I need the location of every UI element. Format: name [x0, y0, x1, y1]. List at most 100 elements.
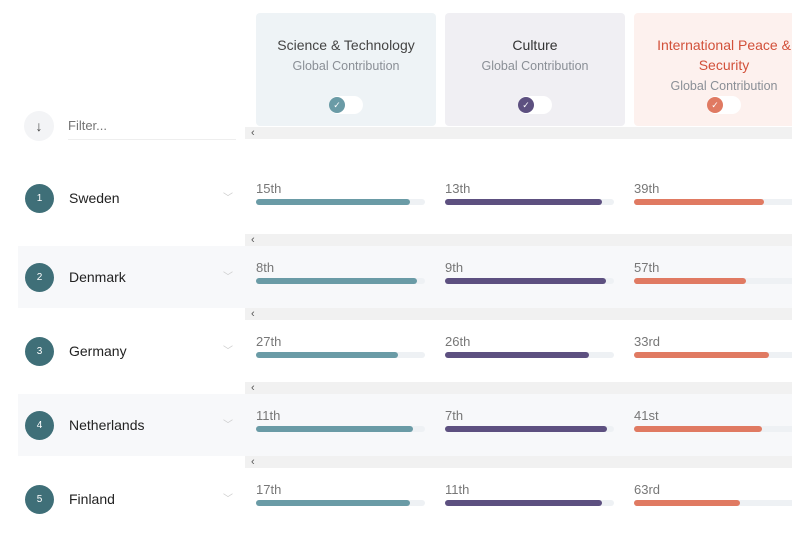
rank-bar-track: [634, 278, 792, 284]
chevron-down-icon[interactable]: ﹀: [223, 193, 233, 204]
rank-bar-track: [256, 426, 425, 432]
check-icon: ✓: [518, 97, 534, 113]
category-subtitle: Global Contribution: [292, 59, 400, 73]
rank-label: 26th: [445, 334, 471, 349]
rank-bar-track: [634, 199, 792, 205]
rank-bar-track: [256, 500, 425, 506]
table-row[interactable]: 3 Germany ﹀ 27th 26th 33rd: [18, 320, 792, 382]
category-toggle[interactable]: ✓: [518, 96, 552, 114]
rank-label: 39th: [634, 181, 660, 196]
row-scrollbar[interactable]: ‹: [245, 382, 792, 394]
rank-bar-track: [445, 278, 614, 284]
header-scrollbar[interactable]: ‹: [245, 127, 792, 139]
rank-label: 7th: [445, 408, 464, 423]
rank-bar-track: [445, 199, 614, 205]
rank-label: 33rd: [634, 334, 661, 349]
rank-label: 11th: [256, 408, 281, 423]
country-name: Netherlands: [69, 417, 145, 433]
scroll-left-icon: ‹: [251, 234, 255, 246]
rank-bar-track: [634, 426, 792, 432]
rank-cell: 15th: [256, 181, 425, 205]
rank-label: 57th: [634, 260, 660, 275]
category-toggle[interactable]: ✓: [329, 96, 363, 114]
rank-badge: 5: [25, 485, 54, 514]
table-row[interactable]: 1 Sweden ﹀ 15th 13th 39th: [18, 167, 792, 229]
rank-cell: 27th: [256, 334, 425, 358]
rank-label: 27th: [256, 334, 282, 349]
scroll-left-icon: ‹: [251, 382, 255, 394]
row-scrollbar[interactable]: ‹: [245, 456, 792, 468]
rank-badge: 2: [25, 263, 54, 292]
country-name: Finland: [69, 491, 115, 507]
category-card: Culture Global Contribution ✓: [445, 13, 625, 126]
rank-badge: 1: [25, 184, 54, 213]
rank-cell: 26th: [445, 334, 614, 358]
row-scrollbar[interactable]: ‹: [245, 308, 792, 320]
chevron-down-icon[interactable]: ﹀: [223, 272, 233, 283]
rank-bar-track: [445, 426, 614, 432]
table-row[interactable]: 5 Finland ﹀ 17th 11th 63rd: [18, 468, 792, 530]
chevron-down-icon[interactable]: ﹀: [223, 346, 233, 357]
rank-cell: 17th: [256, 482, 425, 506]
rank-label: 17th: [256, 482, 282, 497]
rank-badge: 4: [25, 411, 54, 440]
rank-cell: 8th: [256, 260, 425, 284]
category-title: International Peace & Security: [657, 37, 791, 73]
rank-bar-fill: [634, 199, 765, 205]
rank-label: 63rd: [634, 482, 661, 497]
scroll-left-icon: ‹: [251, 308, 255, 320]
rank-cell: 11th: [445, 482, 614, 506]
rank-cell: 63rd: [634, 482, 792, 506]
arrow-down-icon: ↓: [35, 118, 43, 134]
country-name: Denmark: [69, 269, 126, 285]
rank-bar-fill: [445, 352, 589, 358]
table-row[interactable]: 2 Denmark ﹀ 8th 9th 57th: [18, 246, 792, 308]
scroll-left-icon: ‹: [251, 127, 255, 139]
rank-cell: 13th: [445, 181, 614, 205]
rank-bar-fill: [445, 199, 603, 205]
rank-bar-track: [445, 352, 614, 358]
rank-cell: 11th: [256, 408, 425, 432]
rank-bar-fill: [445, 278, 606, 284]
rank-bar-fill: [256, 500, 410, 506]
rank-bar-fill: [634, 278, 746, 284]
rank-label: 15th: [256, 181, 282, 196]
category-card: International Peace & Security Global Co…: [634, 13, 792, 126]
sort-button[interactable]: ↓: [24, 111, 54, 141]
category-subtitle: Global Contribution: [670, 79, 778, 93]
category-card: Science & Technology Global Contribution…: [256, 13, 436, 126]
check-icon: ✓: [707, 97, 723, 113]
rank-bar-track: [256, 199, 425, 205]
chevron-down-icon[interactable]: ﹀: [223, 420, 233, 431]
rank-bar-fill: [256, 199, 410, 205]
country-name: Sweden: [69, 190, 120, 206]
category-title: Science & Technology: [277, 37, 415, 53]
rank-label: 11th: [445, 482, 470, 497]
rank-bar-fill: [256, 426, 414, 432]
rank-badge: 3: [25, 337, 54, 366]
filter-input[interactable]: [68, 112, 236, 140]
category-toggle[interactable]: ✓: [707, 96, 741, 114]
rank-cell: 7th: [445, 408, 614, 432]
rank-bar-track: [634, 352, 792, 358]
rank-bar-fill: [256, 352, 398, 358]
category-subtitle: Global Contribution: [481, 59, 589, 73]
rank-cell: 57th: [634, 260, 792, 284]
rank-bar-track: [256, 352, 425, 358]
rank-bar-fill: [445, 500, 603, 506]
rank-bar-track: [634, 500, 792, 506]
rank-bar-fill: [634, 500, 741, 506]
rank-cell: 33rd: [634, 334, 792, 358]
row-scrollbar[interactable]: ‹: [245, 234, 792, 246]
rank-bar-fill: [634, 352, 770, 358]
rank-cell: 9th: [445, 260, 614, 284]
table-row[interactable]: 4 Netherlands ﹀ 11th 7th 41st: [18, 394, 792, 456]
category-title: Culture: [512, 37, 558, 53]
chevron-down-icon[interactable]: ﹀: [223, 494, 233, 505]
rank-label: 13th: [445, 181, 471, 196]
rank-bar-fill: [445, 426, 608, 432]
rank-label: 9th: [445, 260, 464, 275]
country-name: Germany: [69, 343, 127, 359]
rank-bar-fill: [256, 278, 417, 284]
check-icon: ✓: [329, 97, 345, 113]
